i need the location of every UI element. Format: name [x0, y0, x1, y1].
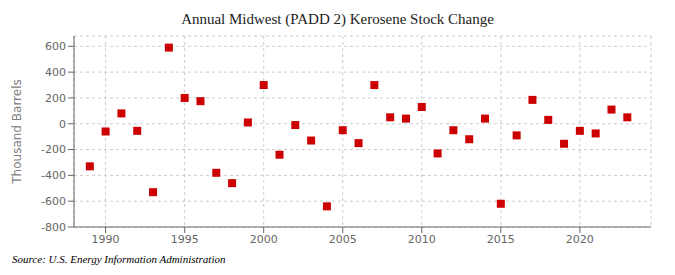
svg-text:-600: -600 [41, 195, 66, 208]
html-text:Annual Midwest (PADD 2) Kerose: Annual Midwest (PADD 2) Kerosene Stock C… [181, 11, 494, 27]
svg-text:1990: 1990 [92, 233, 120, 246]
svg-text:400: 400 [45, 66, 66, 79]
svg-text:200: 200 [45, 92, 66, 105]
svg-text:2000: 2000 [250, 233, 278, 246]
svg-text:0: 0 [59, 118, 66, 131]
svg-text:2005: 2005 [329, 233, 357, 246]
html-text:Source: U.S. Energy Informatio: Source: U.S. Energy Information Administ… [12, 253, 226, 265]
svg-text:1995: 1995 [171, 233, 199, 246]
svg-text:2010: 2010 [408, 233, 436, 246]
svg-text:Thousand Barrels: Thousand Barrels [10, 79, 24, 184]
svg-text:-800: -800 [41, 221, 66, 234]
svg-text:-400: -400 [41, 169, 66, 182]
svg-text:2020: 2020 [566, 233, 594, 246]
svg-text:600: 600 [45, 40, 66, 53]
svg-text:-200: -200 [41, 143, 66, 156]
svg-text:2015: 2015 [487, 233, 515, 246]
